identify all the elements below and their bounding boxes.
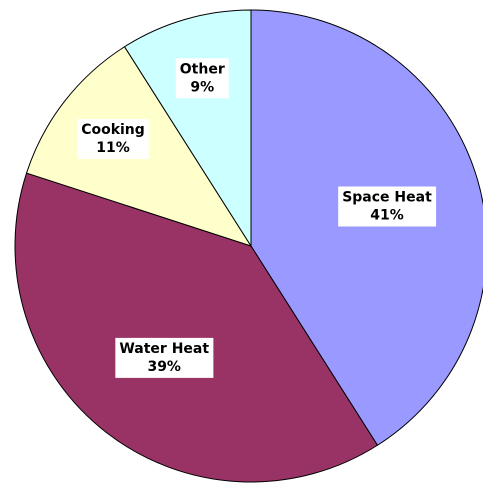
slice-label: Cooking 11% (77, 118, 149, 159)
slice-label: Other 9% (175, 58, 229, 99)
label-box (115, 337, 214, 378)
category-label: Water Heat (119, 341, 209, 357)
value-label: 41% (370, 207, 404, 223)
category-label: Cooking (81, 122, 145, 138)
label-box (175, 58, 229, 99)
value-label: 11% (96, 140, 130, 156)
value-label: 9% (190, 79, 214, 95)
label-box (77, 118, 149, 159)
pie-slice (250, 9, 483, 446)
label-box (338, 186, 437, 227)
category-label: Other (180, 61, 225, 77)
slice-label: Water Heat 39% (115, 337, 214, 378)
category-label: Space Heat (342, 189, 432, 205)
pie-slice (14, 172, 379, 483)
value-label: 39% (147, 359, 181, 375)
slice-label: Space Heat 41% (338, 186, 437, 227)
